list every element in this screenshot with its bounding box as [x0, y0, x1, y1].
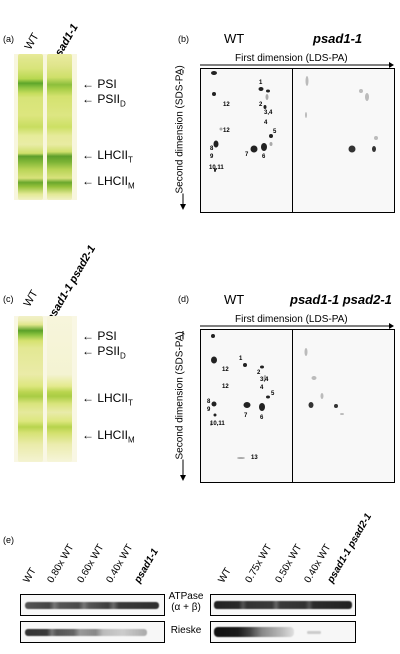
gel-a-lane-psad1-1 — [47, 54, 72, 200]
blot-atpase-left — [20, 594, 165, 616]
band-label-lhcii-m-c: ← LHCIIM — [82, 428, 135, 445]
panel-b-spot-1: 1 — [259, 80, 263, 86]
panel-e-left-lane-4: psad1-1 — [132, 546, 161, 585]
panel-d-spot-5: 5 — [271, 391, 275, 397]
panel-d-spot-12b: 12 — [222, 384, 229, 390]
gel-c-lane-wt — [18, 316, 43, 462]
panel-d-mutant-label: psad1-1 psad2-1 — [290, 292, 392, 307]
panel-d-spot-12a: 12 — [222, 367, 229, 373]
panel-b-mutant-spots — [348, 145, 376, 153]
panel-d-spot-8: 8 — [207, 399, 211, 405]
panel-b-spot-12a: 12 — [223, 102, 230, 108]
blot-row2-label: Rieske — [170, 625, 202, 636]
panel-d-mutant-faint-spots — [304, 348, 344, 415]
blot-row1-label: ATPase (α + β) — [168, 591, 204, 613]
lane-label-wt-c: WT — [21, 288, 41, 309]
panel-d-spot-34: 3,4 — [260, 377, 269, 383]
band-label-psi-c: ← PSI — [82, 329, 117, 343]
panel-e-left-lane-2: 0.60x WT — [75, 542, 107, 585]
panel-b-2d-gel: 12 1 2 3,4 4 12 5 8 9 7 6 10,11 — [200, 68, 395, 213]
panel-b-label: (b) — [178, 34, 189, 44]
band-label-psi-a: ← PSI — [82, 77, 117, 91]
panel-d-wt-spots — [211, 334, 270, 417]
panel-d-wt-faint-spots — [210, 375, 267, 459]
lane-label-double-mutant: psad1-1 psad2-1 — [44, 243, 99, 324]
panel-d-label: (d) — [178, 294, 189, 304]
panel-b-spot-2: 2 — [259, 102, 263, 108]
panel-b-divider — [292, 69, 293, 212]
panel-b-wt-spots — [211, 71, 273, 172]
panel-d-2d-gel: 1 12 2 3,4 4 12 5 8 9 7 6 10,11 13 — [200, 329, 395, 483]
gel-c-lane-double-mutant — [47, 316, 72, 462]
panel-d-mutant-spots — [308, 402, 338, 408]
blot-atpase-right — [210, 594, 356, 616]
panel-e-right-lane-2: 0.50x WT — [273, 542, 305, 585]
panel-b-mutant-faint-spots — [305, 76, 378, 140]
panel-d-spot-7: 7 — [244, 413, 248, 419]
panel-b-spot-12b: 12 — [223, 128, 230, 134]
panel-b-spot-1011: 10,11 — [209, 165, 224, 171]
panel-b-spot-34: 3,4 — [264, 110, 273, 116]
panel-d-second-dim-label: Second dimension (SDS-PA) — [174, 331, 186, 460]
lane-label-wt: WT — [22, 31, 42, 52]
panel-b-spot-7: 7 — [245, 152, 249, 158]
blot-rieske-right — [210, 621, 356, 643]
gel-a-lane-wt — [18, 54, 43, 200]
band-label-lhcii-m-a: ← LHCIIM — [82, 174, 135, 191]
panel-d-wt-label: WT — [224, 292, 245, 307]
band-label-psii-c: ← PSIID — [82, 344, 126, 361]
panel-d-spot-2: 2 — [257, 370, 261, 376]
panel-d-spot-1011: 10,11 — [210, 421, 225, 427]
gel-a — [14, 54, 77, 200]
panel-d-spot-6: 6 — [260, 415, 264, 421]
blot-rieske-left — [20, 621, 165, 643]
gel-c — [14, 316, 77, 462]
panel-b-first-dim-arrow — [200, 57, 394, 69]
panel-e-right-lane-1: 0.75x WT — [243, 542, 275, 585]
panel-d-spot-13: 13 — [251, 455, 258, 461]
panel-b-first-dim-label: First dimension (LDS-PA) — [233, 53, 350, 64]
panel-d-spot-4: 4 — [260, 385, 264, 391]
panel-d-first-dim-label: First dimension (LDS-PA) — [233, 314, 350, 325]
panel-d-spot-1: 1 — [239, 356, 243, 362]
panel-b-spot-8: 8 — [210, 146, 214, 152]
panel-e-left-lane-0: WT — [21, 566, 39, 585]
panel-b-spot-4: 4 — [264, 120, 268, 126]
panel-a-label: (a) — [3, 34, 14, 44]
panel-b-spot-9: 9 — [210, 154, 214, 160]
band-label-lhcii-t-a: ← LHCIIT — [82, 148, 133, 165]
panel-e-left-lane-1: 0.80x WT — [45, 542, 77, 585]
panel-d-divider — [292, 330, 293, 482]
band-label-psii-a: ← PSIID — [82, 92, 126, 109]
panel-d-spot-9: 9 — [207, 407, 211, 413]
panel-b-second-dim-label: Second dimension (SDS-PA) — [174, 65, 186, 194]
panel-d-first-dim-arrow — [200, 318, 394, 330]
panel-c-label: (c) — [3, 294, 14, 304]
panel-b-wt-faint-spots — [219, 94, 273, 146]
band-label-lhcii-t-c: ← LHCIIT — [82, 391, 133, 408]
panel-b-mutant-label: psad1-1 — [313, 31, 363, 46]
panel-e-right-lane-0: WT — [216, 566, 234, 585]
panel-b-spot-6: 6 — [262, 154, 266, 160]
panel-b-wt-label: WT — [224, 31, 245, 46]
panel-b-spot-5: 5 — [273, 129, 277, 135]
panel-e-left-lane-3: 0.40x WT — [104, 542, 136, 585]
panel-e-label: (e) — [3, 535, 14, 545]
